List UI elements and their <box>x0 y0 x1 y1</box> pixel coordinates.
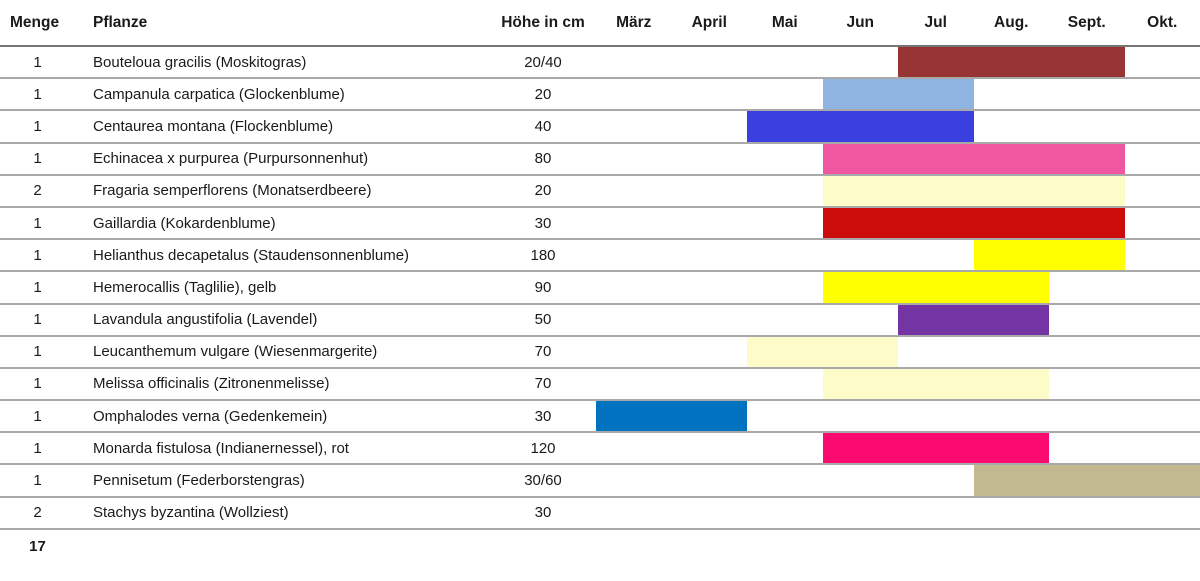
plant-name-cell: Leucanthemum vulgare (Wiesenmargerite) <box>93 343 378 361</box>
table-row: 1 Melissa officinalis (Zitronenmelisse) 70 <box>0 368 1200 402</box>
plant-name-cell: Hemerocallis (Taglilie), gelb <box>93 278 277 296</box>
bloom-bar <box>822 79 974 110</box>
table-row: 1 Campanula carpatica (Glockenblume) 20 <box>0 79 1200 112</box>
height-cell: 120 <box>530 439 556 457</box>
menge-cell: 1 <box>33 150 42 168</box>
menge-cell: 1 <box>33 53 42 71</box>
table-row: 1 Hemerocallis (Taglilie), gelb 90 <box>0 272 1200 305</box>
plant-name-cell: Lavandula angustifolia (Lavendel) <box>93 311 318 329</box>
column-header-month-5: Jul <box>924 13 947 31</box>
column-header-month-3: Mai <box>771 13 798 31</box>
plant-name-cell: Omphalodes verna (Gedenkemein) <box>93 407 328 425</box>
column-header-menge: Menge <box>10 13 60 31</box>
menge-cell: 1 <box>33 407 42 425</box>
table-row: 1 Centaurea montana (Flockenblume) 40 <box>0 111 1200 144</box>
column-header-month-4: Jun <box>846 13 875 31</box>
plant-name-cell: Centaurea montana (Flockenblume) <box>93 117 334 135</box>
bloom-bar <box>596 401 747 432</box>
height-cell: 30 <box>534 214 552 232</box>
menge-cell: 1 <box>33 311 42 329</box>
plant-name-cell: Bouteloua gracilis (Moskitogras) <box>93 53 307 71</box>
table-row: 2 Fragaria semperflorens (Monatserdbeere)… <box>0 175 1200 208</box>
total-quantity: 17 <box>29 538 46 556</box>
table-row: 1 Echinacea x purpurea (Purpursonnenhut) 8… <box>0 143 1200 176</box>
column-header-month-7: Sept. <box>1067 13 1106 31</box>
plant-name-cell: Melissa officinalis (Zitronenmelisse) <box>93 375 330 393</box>
plant-name-cell: Echinacea x purpurea (Purpursonnenhut) <box>93 150 369 168</box>
menge-cell: 2 <box>33 182 42 200</box>
table-row: 1 Omphalodes verna (Gedenkemein) 30 <box>0 401 1200 434</box>
height-cell: 180 <box>530 246 556 264</box>
bloom-bar <box>822 143 1125 174</box>
menge-cell: 1 <box>33 117 42 135</box>
plant-name-cell: Gaillardia (Kokardenblume) <box>93 214 276 232</box>
bloom-bar <box>973 465 1200 496</box>
bloom-bar <box>898 47 1125 78</box>
table-row: 1 Helianthus decapetalus (Staudensonnenbl… <box>0 240 1200 273</box>
bloom-bar <box>822 175 1125 206</box>
height-cell: 20 <box>534 182 552 200</box>
table-row: 1 Bouteloua gracilis (Moskitogras) 20/40 <box>0 47 1200 80</box>
table-footer-row: 17 <box>0 530 1200 564</box>
bloom-bar <box>747 336 898 367</box>
plant-name-cell: Helianthus decapetalus (Staudensonnenblu… <box>93 246 410 264</box>
menge-cell: 1 <box>33 214 42 232</box>
table-row: 1 Gaillardia (Kokardenblume) 30 <box>0 207 1200 241</box>
bloom-bar <box>822 272 1049 303</box>
table-row: 1 Pennisetum (Federborstengras) 30/60 <box>0 465 1200 498</box>
column-header-month-2: April <box>691 13 727 31</box>
height-cell: 30 <box>534 407 552 425</box>
bloom-bar <box>822 207 1125 239</box>
height-cell: 80 <box>534 150 552 168</box>
height-cell: 40 <box>534 117 552 135</box>
menge-cell: 1 <box>33 439 42 457</box>
column-header-month-1: März <box>616 13 652 31</box>
column-header-hoehe: Höhe in cm <box>501 13 585 31</box>
table-header-row: Menge Pflanze Höhe in cm März April Mai Jun… <box>0 0 1200 47</box>
plant-name-cell: Stachys byzantina (Wollziest) <box>93 504 289 522</box>
column-header-month-8: Okt. <box>1147 13 1178 31</box>
plant-name-cell: Fragaria semperflorens (Monatserdbeere) <box>93 182 372 200</box>
column-header-pflanze: Pflanze <box>93 13 148 31</box>
menge-cell: 1 <box>33 246 42 264</box>
plant-name-cell: Monarda fistulosa (Indianernessel), rot <box>93 439 349 457</box>
bloom-bar <box>973 240 1125 271</box>
bloom-bar <box>898 304 1049 335</box>
table-row: 1 Leucanthemum vulgare (Wiesenmargerite) 7… <box>0 336 1200 369</box>
plant-name-cell: Pennisetum (Federborstengras) <box>93 472 305 490</box>
menge-cell: 1 <box>33 375 42 393</box>
menge-cell: 1 <box>33 85 42 103</box>
bloom-bar <box>822 433 1049 464</box>
height-cell: 70 <box>534 375 552 393</box>
plant-name-cell: Campanula carpatica (Glockenblume) <box>93 85 345 103</box>
menge-cell: 1 <box>33 343 42 361</box>
height-cell: 30 <box>534 504 552 522</box>
height-cell: 90 <box>534 278 552 296</box>
menge-cell: 1 <box>33 472 42 490</box>
height-cell: 30/60 <box>524 472 562 490</box>
height-cell: 70 <box>534 343 552 361</box>
table-row: 1 Lavandula angustifolia (Lavendel) 50 <box>0 304 1200 337</box>
menge-cell: 2 <box>33 504 42 522</box>
table-row: 2 Stachys byzantina (Wollziest) 30 <box>0 498 1200 530</box>
height-cell: 20 <box>534 85 552 103</box>
bloom-bar <box>747 111 974 142</box>
table-body: 1 Bouteloua gracilis (Moskitogras) 20/40 1 C… <box>0 47 1200 530</box>
bloom-bar <box>822 368 1049 400</box>
table-row: 1 Monarda fistulosa (Indianernessel), rot… <box>0 433 1200 466</box>
column-header-month-6: Aug. <box>994 13 1029 31</box>
height-cell: 20/40 <box>524 53 562 71</box>
height-cell: 50 <box>534 311 552 329</box>
menge-cell: 1 <box>33 278 42 296</box>
